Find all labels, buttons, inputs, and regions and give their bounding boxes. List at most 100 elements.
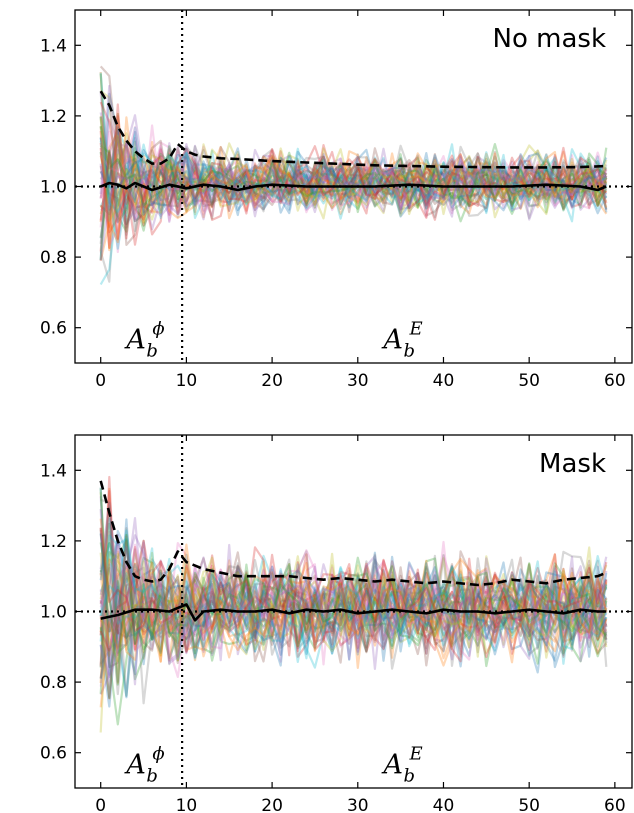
y-tick-label: 1.2 — [40, 532, 67, 552]
realization-line — [99, 103, 608, 240]
realization-line — [99, 553, 608, 659]
realization-line — [99, 561, 608, 708]
x-tick-label: 20 — [261, 796, 283, 813]
realization-line — [99, 508, 608, 698]
x-tick-label: 50 — [518, 796, 540, 813]
realization-line — [99, 518, 608, 669]
amplitude-annotation: A — [123, 749, 145, 780]
realization-line — [99, 116, 608, 262]
realization-line — [99, 132, 608, 224]
realization-line — [99, 128, 608, 223]
annotation-superscript: E — [408, 318, 422, 339]
realization-line — [99, 124, 608, 222]
x-tick-label: 20 — [261, 371, 283, 391]
realization-line — [99, 130, 608, 254]
y-tick-label: 1.0 — [40, 603, 67, 623]
x-tick-label: 40 — [433, 371, 455, 391]
realization-line — [99, 92, 608, 261]
realization-line — [99, 504, 608, 697]
y-tick-label: 0.8 — [40, 673, 67, 693]
realization-line — [99, 529, 608, 668]
realization-line — [99, 126, 608, 215]
realization-line — [99, 534, 608, 660]
realization-line — [99, 533, 608, 705]
x-tick-label: 0 — [95, 371, 106, 391]
realization-line — [99, 152, 607, 244]
x-tick-label: 10 — [176, 796, 198, 813]
realization-line — [99, 558, 608, 663]
realization-line — [99, 551, 608, 658]
amplitude-annotation: A — [123, 324, 145, 355]
realization-line — [99, 533, 608, 696]
realization-line — [99, 154, 607, 261]
realization-line — [99, 115, 608, 249]
x-tick-label: 50 — [518, 371, 540, 391]
realization-line — [99, 116, 608, 225]
realization-line — [99, 543, 608, 664]
plot-area — [99, 475, 608, 733]
realization-line — [99, 65, 607, 227]
realization-line — [99, 529, 608, 665]
realization-line — [99, 545, 608, 678]
x-tick-label: 40 — [433, 796, 455, 813]
realization-line — [99, 140, 608, 220]
realization-line — [99, 73, 608, 215]
realization-line — [99, 565, 607, 680]
realization-line — [99, 517, 608, 667]
realization-line — [99, 130, 608, 222]
realization-line — [99, 539, 608, 700]
realization-line — [99, 490, 608, 655]
realization-line — [99, 140, 608, 233]
realization-line — [99, 487, 608, 684]
realization-line — [99, 542, 608, 669]
realization-line — [99, 148, 607, 252]
y-tick-label: 0.6 — [40, 319, 67, 339]
realization-line — [99, 487, 608, 676]
realization-line — [99, 126, 607, 250]
x-tick-label: 60 — [604, 796, 626, 813]
realization-line — [99, 533, 608, 686]
realization-line — [99, 537, 608, 655]
realization-line — [99, 488, 608, 726]
realization-line — [99, 475, 608, 666]
annotation-subscript: b — [146, 765, 158, 786]
realization-line — [99, 71, 608, 252]
realization-line — [99, 546, 608, 663]
annotation-superscript: ϕ — [152, 318, 164, 339]
realization-line — [99, 118, 608, 222]
dashed-summary-line — [99, 90, 607, 169]
y-tick-label: 1.0 — [40, 178, 67, 198]
realization-line — [100, 144, 607, 232]
realization-line — [99, 549, 608, 663]
amplitude-annotation: A — [380, 324, 403, 355]
y-tick-label: 1.4 — [40, 36, 67, 56]
realization-line — [99, 129, 607, 283]
realization-line — [100, 563, 608, 667]
annotation-subscript: b — [403, 765, 415, 786]
annotation-subscript: b — [146, 340, 158, 361]
panel-title: Mask — [539, 449, 606, 479]
realization-line — [99, 136, 608, 239]
realization-line — [99, 540, 608, 652]
x-tick-label: 30 — [347, 796, 369, 813]
x-tick-label: 0 — [95, 796, 106, 813]
realization-line — [99, 538, 608, 694]
y-tick-label: 1.2 — [40, 107, 67, 127]
realization-line — [99, 127, 608, 246]
realization-line — [99, 153, 608, 219]
realization-line — [99, 542, 608, 681]
realization-line — [99, 147, 608, 246]
realization-line — [99, 531, 607, 668]
realization-line — [99, 142, 607, 221]
realization-line — [99, 84, 607, 224]
realization-line — [99, 551, 607, 657]
realization-line — [99, 564, 608, 679]
panel-title: No mask — [493, 24, 606, 54]
annotation-subscript: b — [403, 340, 415, 361]
realization-line — [99, 529, 608, 648]
realization-line — [99, 501, 608, 663]
realization-line — [99, 552, 608, 733]
